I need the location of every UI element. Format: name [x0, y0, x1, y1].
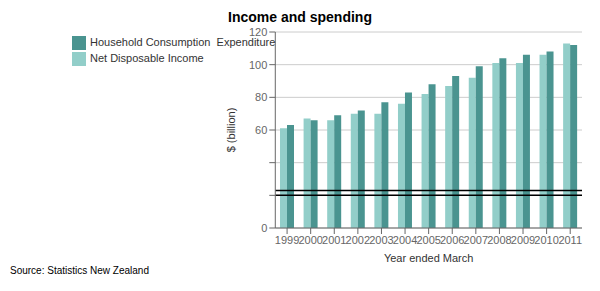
svg-text:2009: 2009 [511, 234, 535, 246]
svg-text:2007: 2007 [464, 234, 488, 246]
svg-text:2004: 2004 [393, 234, 417, 246]
svg-text:60: 60 [255, 124, 267, 136]
svg-text:2002: 2002 [346, 234, 370, 246]
svg-text:2006: 2006 [440, 234, 464, 246]
svg-text:80: 80 [255, 91, 267, 103]
svg-text:2010: 2010 [534, 234, 558, 246]
svg-text:2005: 2005 [416, 234, 440, 246]
svg-text:1999: 1999 [275, 234, 299, 246]
svg-text:2008: 2008 [487, 234, 511, 246]
svg-text:Year ended March: Year ended March [384, 252, 474, 264]
html-text:Source: Statistics New Zealand: Source: Statistics New Zealand [10, 265, 149, 276]
svg-text:2000: 2000 [298, 234, 322, 246]
svg-text:2003: 2003 [369, 234, 393, 246]
html-text:Household Consumption Expendit: Household Consumption Expenditure [90, 36, 276, 48]
svg-text:$ (billion): $ (billion) [225, 108, 237, 153]
svg-text:120: 120 [249, 26, 267, 38]
svg-text:0: 0 [261, 222, 267, 234]
html-text:Net Disposable Income: Net Disposable Income [90, 52, 204, 65]
html-text:Income and spending: Income and spending [228, 9, 372, 25]
svg-text:2011: 2011 [558, 234, 582, 246]
svg-text:2001: 2001 [322, 234, 346, 246]
svg-text:100: 100 [249, 59, 267, 71]
